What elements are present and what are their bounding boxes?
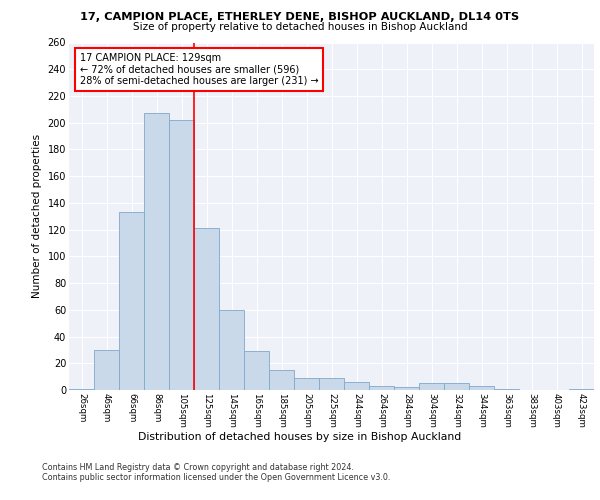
- Text: 17 CAMPION PLACE: 129sqm
← 72% of detached houses are smaller (596)
28% of semi-: 17 CAMPION PLACE: 129sqm ← 72% of detach…: [79, 53, 318, 86]
- Bar: [394, 388, 419, 390]
- Y-axis label: Number of detached properties: Number of detached properties: [32, 134, 42, 298]
- Bar: [144, 114, 169, 390]
- Bar: [344, 382, 369, 390]
- Bar: [244, 351, 269, 390]
- Text: Distribution of detached houses by size in Bishop Auckland: Distribution of detached houses by size …: [139, 432, 461, 442]
- Bar: [569, 388, 594, 390]
- Bar: [419, 384, 444, 390]
- Bar: [319, 378, 344, 390]
- Bar: [194, 228, 219, 390]
- Bar: [119, 212, 144, 390]
- Bar: [294, 378, 319, 390]
- Text: Size of property relative to detached houses in Bishop Auckland: Size of property relative to detached ho…: [133, 22, 467, 32]
- Bar: [469, 386, 494, 390]
- Text: Contains public sector information licensed under the Open Government Licence v3: Contains public sector information licen…: [42, 472, 391, 482]
- Bar: [369, 386, 394, 390]
- Bar: [444, 384, 469, 390]
- Text: 17, CAMPION PLACE, ETHERLEY DENE, BISHOP AUCKLAND, DL14 0TS: 17, CAMPION PLACE, ETHERLEY DENE, BISHOP…: [80, 12, 520, 22]
- Bar: [494, 388, 519, 390]
- Bar: [219, 310, 244, 390]
- Bar: [169, 120, 194, 390]
- Bar: [269, 370, 294, 390]
- Bar: [94, 350, 119, 390]
- Bar: [69, 388, 94, 390]
- Text: Contains HM Land Registry data © Crown copyright and database right 2024.: Contains HM Land Registry data © Crown c…: [42, 462, 354, 471]
